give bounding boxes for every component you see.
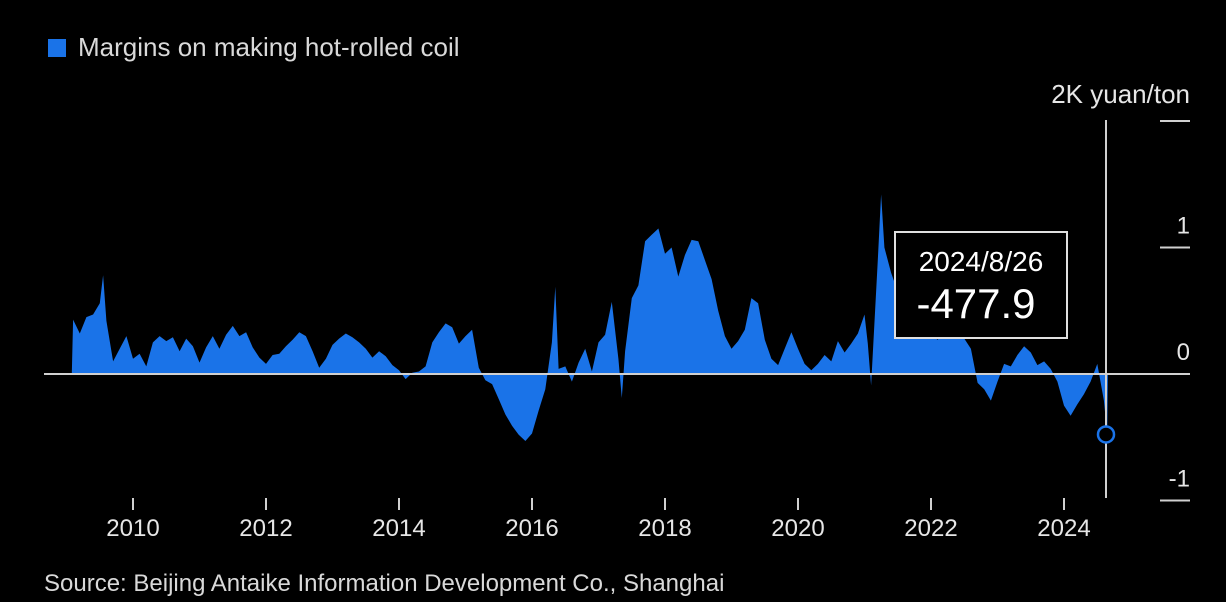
tooltip-date: 2024/8/26 <box>919 246 1044 277</box>
x-tick-label: 2022 <box>904 515 957 542</box>
x-tick-label: 2014 <box>372 515 425 542</box>
legend-swatch <box>48 38 66 57</box>
x-tick-label: 2016 <box>505 515 558 542</box>
x-tick-label: 2010 <box>106 515 159 542</box>
y-tick-label: 0 <box>1177 339 1190 366</box>
last-point-marker <box>1096 425 1116 444</box>
x-axis: 2010 2012 2014 2016 2018 2020 2022 2024 <box>106 498 1091 542</box>
y-axis: 1 0 -1 2K yuan/ton <box>1051 79 1190 502</box>
x-tick-label: 2020 <box>771 515 824 542</box>
tooltip-box <box>894 231 1068 339</box>
x-tick-label: 2018 <box>638 515 691 542</box>
y-tick-label: -1 <box>1169 466 1190 493</box>
x-tick-label: 2012 <box>239 515 292 542</box>
tooltip-value: -477.9 <box>916 280 1035 327</box>
y-tick-label: 1 <box>1177 213 1190 240</box>
legend-label: Margins on making hot-rolled coil <box>78 32 460 62</box>
x-tick-label: 2024 <box>1037 515 1090 542</box>
source-note: Source: Beijing Antaike Information Deve… <box>44 570 725 597</box>
legend: Margins on making hot-rolled coil <box>48 32 460 63</box>
crosshair <box>1096 120 1116 498</box>
tooltip: 2024/8/26-477.9 <box>894 231 1068 339</box>
y-unit-label: 2K yuan/ton <box>1051 79 1190 109</box>
